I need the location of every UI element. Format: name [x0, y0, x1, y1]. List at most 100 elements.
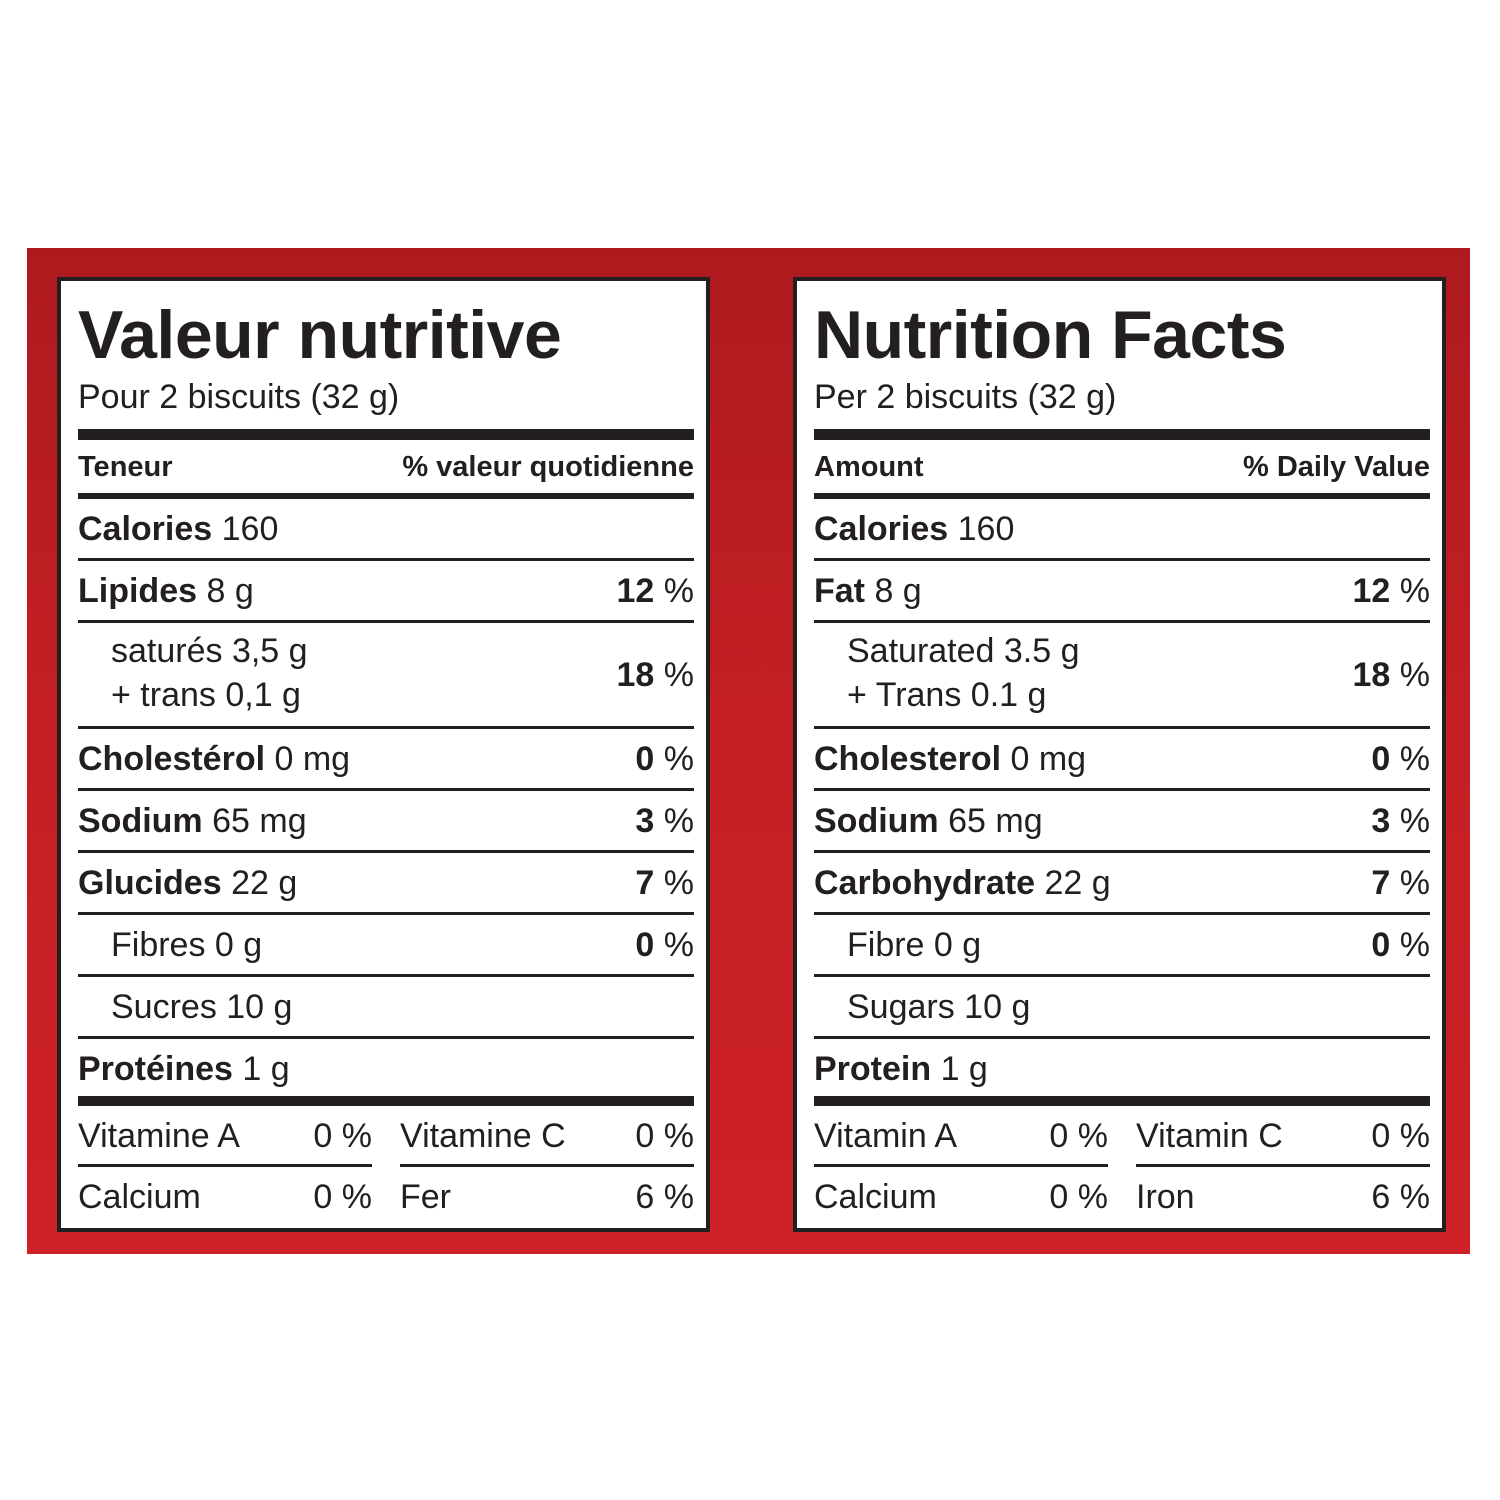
nutrient-amount: 0 mg	[1010, 740, 1087, 778]
nutrient-label: Calories	[78, 510, 213, 548]
iron-cell: Fer 6 %	[400, 1167, 694, 1228]
sugars-amount: Sugars 10 g	[847, 988, 1031, 1026]
daily-value-header: % valeur quotidienne	[402, 451, 694, 483]
carbohydrate-row: Glucides 22 g 7 %	[78, 853, 694, 915]
calcium-cell: Calcium 0 %	[814, 1167, 1108, 1228]
nutrient-amount: 22 g	[1044, 864, 1111, 902]
nutrient-amount: 160	[221, 510, 279, 548]
vitamin-label: Vitamin C	[1136, 1117, 1283, 1155]
saturated-amount: Saturated 3.5 g	[847, 632, 1080, 670]
nutrient-label: Carbohydrate	[814, 864, 1036, 902]
nutrient-amount: 65 mg	[212, 802, 307, 840]
vitamins-row: Vitamine A 0 % Vitamine C 0 %	[78, 1106, 694, 1167]
nutrient-amount: 22 g	[231, 864, 298, 902]
vitamin-a-cell: Vitamine A 0 %	[78, 1106, 372, 1167]
nutrient-label: Protein	[814, 1050, 932, 1088]
daily-value: 7	[635, 864, 655, 902]
saturated-trans-row: Saturated 3.5 g + Trans 0.1 g 18 %	[814, 623, 1430, 729]
iron-cell: Iron 6 %	[1136, 1167, 1430, 1228]
amount-header: Teneur	[78, 451, 173, 483]
protein-row: Protein 1 g	[814, 1039, 1430, 1096]
column-header: Teneur % valeur quotidienne	[78, 447, 694, 487]
daily-value: 0	[1371, 740, 1391, 778]
daily-value: 18	[1352, 656, 1391, 694]
daily-value: 0	[1371, 926, 1391, 964]
vitamin-value: 0 %	[1371, 1117, 1430, 1155]
daily-value: 12	[616, 572, 655, 610]
nutrient-amount: 8 g	[206, 572, 254, 610]
daily-value: 3	[1371, 802, 1391, 840]
nutrient-label: Sodium	[78, 802, 203, 840]
thick-divider	[814, 429, 1430, 440]
daily-value: 18	[616, 656, 655, 694]
carbohydrate-row: Carbohydrate 22 g 7 %	[814, 853, 1430, 915]
cholesterol-row: Cholesterol 0 mg 0 %	[814, 729, 1430, 791]
mineral-label: Calcium	[78, 1178, 201, 1216]
nutrient-amount: 8 g	[874, 572, 922, 610]
daily-value: 0	[635, 740, 655, 778]
daily-value: 7	[1371, 864, 1391, 902]
nutrient-label: Lipides	[78, 572, 198, 610]
sugars-row: Sucres 10 g	[78, 977, 694, 1039]
fat-row: Lipides 8 g 12 %	[78, 561, 694, 623]
nutrient-label: Fat	[814, 572, 865, 610]
sodium-row: Sodium 65 mg 3 %	[814, 791, 1430, 853]
amount-header: Amount	[814, 451, 924, 483]
mineral-value: 6 %	[1371, 1178, 1430, 1216]
nutrient-amount: 0 mg	[274, 740, 351, 778]
vitamin-value: 0 %	[313, 1117, 372, 1155]
nutrient-amount: 65 mg	[948, 802, 1043, 840]
nutrient-amount: 160	[957, 510, 1015, 548]
nutrition-panel-english: Nutrition Facts Per 2 biscuits (32 g) Am…	[793, 277, 1446, 1232]
fibre-row: Fibres 0 g 0 %	[78, 915, 694, 977]
calories-row: Calories 160	[78, 499, 694, 561]
mineral-value: 0 %	[313, 1178, 372, 1216]
nutrient-label: Cholesterol	[814, 740, 1002, 778]
fibre-amount: Fibre 0 g	[847, 926, 982, 964]
vitamins-row: Vitamin A 0 % Vitamin C 0 %	[814, 1106, 1430, 1167]
sodium-row: Sodium 65 mg 3 %	[78, 791, 694, 853]
mineral-value: 0 %	[1049, 1178, 1108, 1216]
thick-divider	[814, 1096, 1430, 1106]
fibre-amount: Fibres 0 g	[111, 926, 263, 964]
nutrient-amount: 1 g	[940, 1050, 988, 1088]
mineral-label: Fer	[400, 1178, 451, 1216]
fibre-row: Fibre 0 g 0 %	[814, 915, 1430, 977]
daily-value: 0	[635, 926, 655, 964]
thick-divider	[78, 1096, 694, 1106]
calories-row: Calories 160	[814, 499, 1430, 561]
vitamin-c-cell: Vitamine C 0 %	[400, 1106, 694, 1167]
cholesterol-row: Cholestérol 0 mg 0 %	[78, 729, 694, 791]
panel-title: Valeur nutritive	[78, 297, 562, 373]
thick-divider	[78, 429, 694, 440]
sugars-amount: Sucres 10 g	[111, 988, 293, 1026]
minerals-row: Calcium 0 % Fer 6 %	[78, 1167, 694, 1228]
saturated-trans-row: saturés 3,5 g + trans 0,1 g 18 %	[78, 623, 694, 729]
fat-row: Fat 8 g 12 %	[814, 561, 1430, 623]
trans-amount: + trans 0,1 g	[111, 676, 301, 714]
nutrient-label: Protéines	[78, 1050, 233, 1088]
sugars-row: Sugars 10 g	[814, 977, 1430, 1039]
saturated-amount: saturés 3,5 g	[111, 632, 308, 670]
calcium-cell: Calcium 0 %	[78, 1167, 372, 1228]
medium-divider	[814, 493, 1430, 499]
mineral-value: 6 %	[635, 1178, 694, 1216]
vitamin-label: Vitamine C	[400, 1117, 566, 1155]
vitamin-label: Vitamine A	[78, 1117, 240, 1155]
nutrient-label: Calories	[814, 510, 949, 548]
vitamin-c-cell: Vitamin C 0 %	[1136, 1106, 1430, 1167]
vitamin-value: 0 %	[635, 1117, 694, 1155]
vitamin-a-cell: Vitamin A 0 %	[814, 1106, 1108, 1167]
nutrient-amount: 1 g	[242, 1050, 290, 1088]
vitamin-label: Vitamin A	[814, 1117, 958, 1155]
serving-size: Per 2 biscuits (32 g)	[814, 378, 1117, 416]
nutrient-label: Sodium	[814, 802, 939, 840]
nutrition-panel-french: Valeur nutritive Pour 2 biscuits (32 g) …	[57, 277, 710, 1232]
protein-row: Protéines 1 g	[78, 1039, 694, 1096]
daily-value: 3	[635, 802, 655, 840]
daily-value: 12	[1352, 572, 1391, 610]
minerals-row: Calcium 0 % Iron 6 %	[814, 1167, 1430, 1228]
medium-divider	[78, 493, 694, 499]
daily-value-header: % Daily Value	[1243, 451, 1430, 483]
vitamin-value: 0 %	[1049, 1117, 1108, 1155]
